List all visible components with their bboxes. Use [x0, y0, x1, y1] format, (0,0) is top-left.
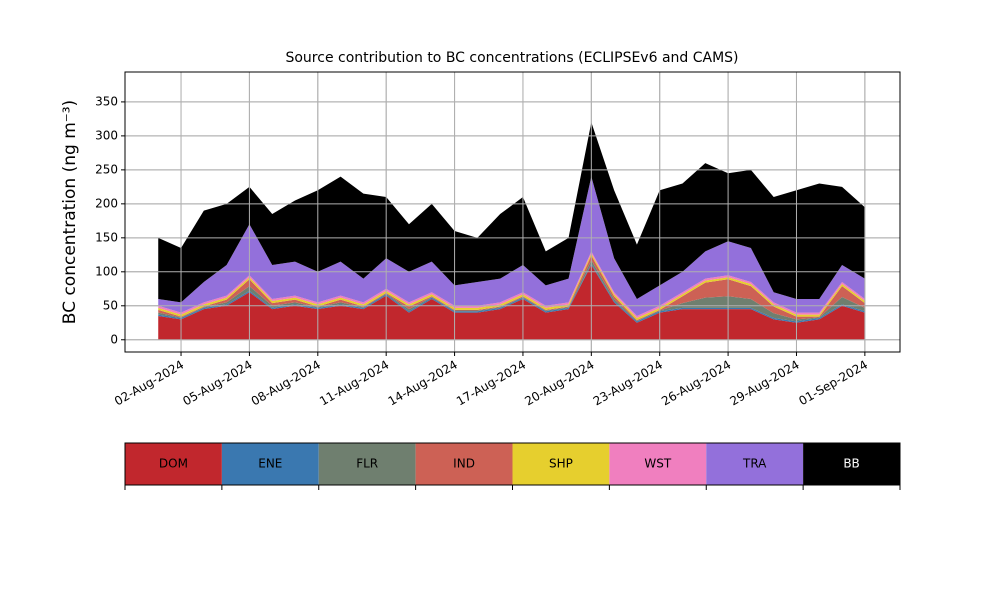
x-tick-label: 05-Aug-2024: [180, 358, 254, 409]
y-tick-label: 350: [95, 94, 118, 108]
x-tick-label: 23-Aug-2024: [591, 358, 665, 409]
x-tick-label: 20-Aug-2024: [522, 358, 596, 409]
legend-label: ENE: [258, 457, 282, 471]
y-tick-label: 50: [103, 298, 118, 312]
legend-swatch: [125, 443, 222, 485]
y-axis-label: BC concentration (ng m⁻³): [60, 100, 80, 324]
legend-swatch: [706, 443, 804, 485]
plot-frame: [124, 71, 901, 353]
legend-label: BB: [843, 457, 859, 471]
area-dom: [158, 265, 865, 340]
y-tick-label: 300: [95, 128, 118, 142]
y-tick-label: 0: [110, 332, 118, 346]
legend-label: DOM: [159, 457, 188, 471]
y-tick-label: 250: [95, 162, 118, 176]
legend-swatch: [415, 443, 513, 485]
x-tick-label: 14-Aug-2024: [386, 358, 460, 409]
area-ind: [158, 255, 865, 321]
legend-swatch: [803, 443, 900, 485]
area-bb: [158, 122, 865, 303]
chart-title: Source contribution to BC concentrations…: [285, 50, 738, 66]
area-tra: [158, 176, 865, 316]
y-tick-label: 150: [95, 230, 118, 244]
x-tick-label: 11-Aug-2024: [317, 358, 391, 409]
y-tick-label: 100: [95, 264, 118, 278]
legend-swatch: [609, 443, 707, 485]
legend-label: SHP: [549, 457, 573, 471]
y-tick-label: 200: [95, 196, 118, 210]
legend-label: IND: [453, 457, 475, 471]
x-tick-label: 02-Aug-2024: [112, 358, 186, 409]
x-tick-label: 17-Aug-2024: [454, 358, 528, 409]
x-tick-label: 01-Sep-2024: [796, 358, 870, 409]
x-tick-label: 26-Aug-2024: [659, 358, 733, 409]
area-ene: [158, 263, 865, 323]
legend-label: WST: [644, 457, 671, 471]
x-tick-label: 29-Aug-2024: [727, 358, 801, 409]
legend-swatch: [318, 443, 416, 485]
legend-swatch: [221, 443, 319, 485]
legend-swatch: [512, 443, 610, 485]
legend-label: FLR: [356, 457, 378, 471]
x-tick-label: 08-Aug-2024: [249, 358, 323, 409]
legend-label: TRA: [742, 457, 767, 471]
